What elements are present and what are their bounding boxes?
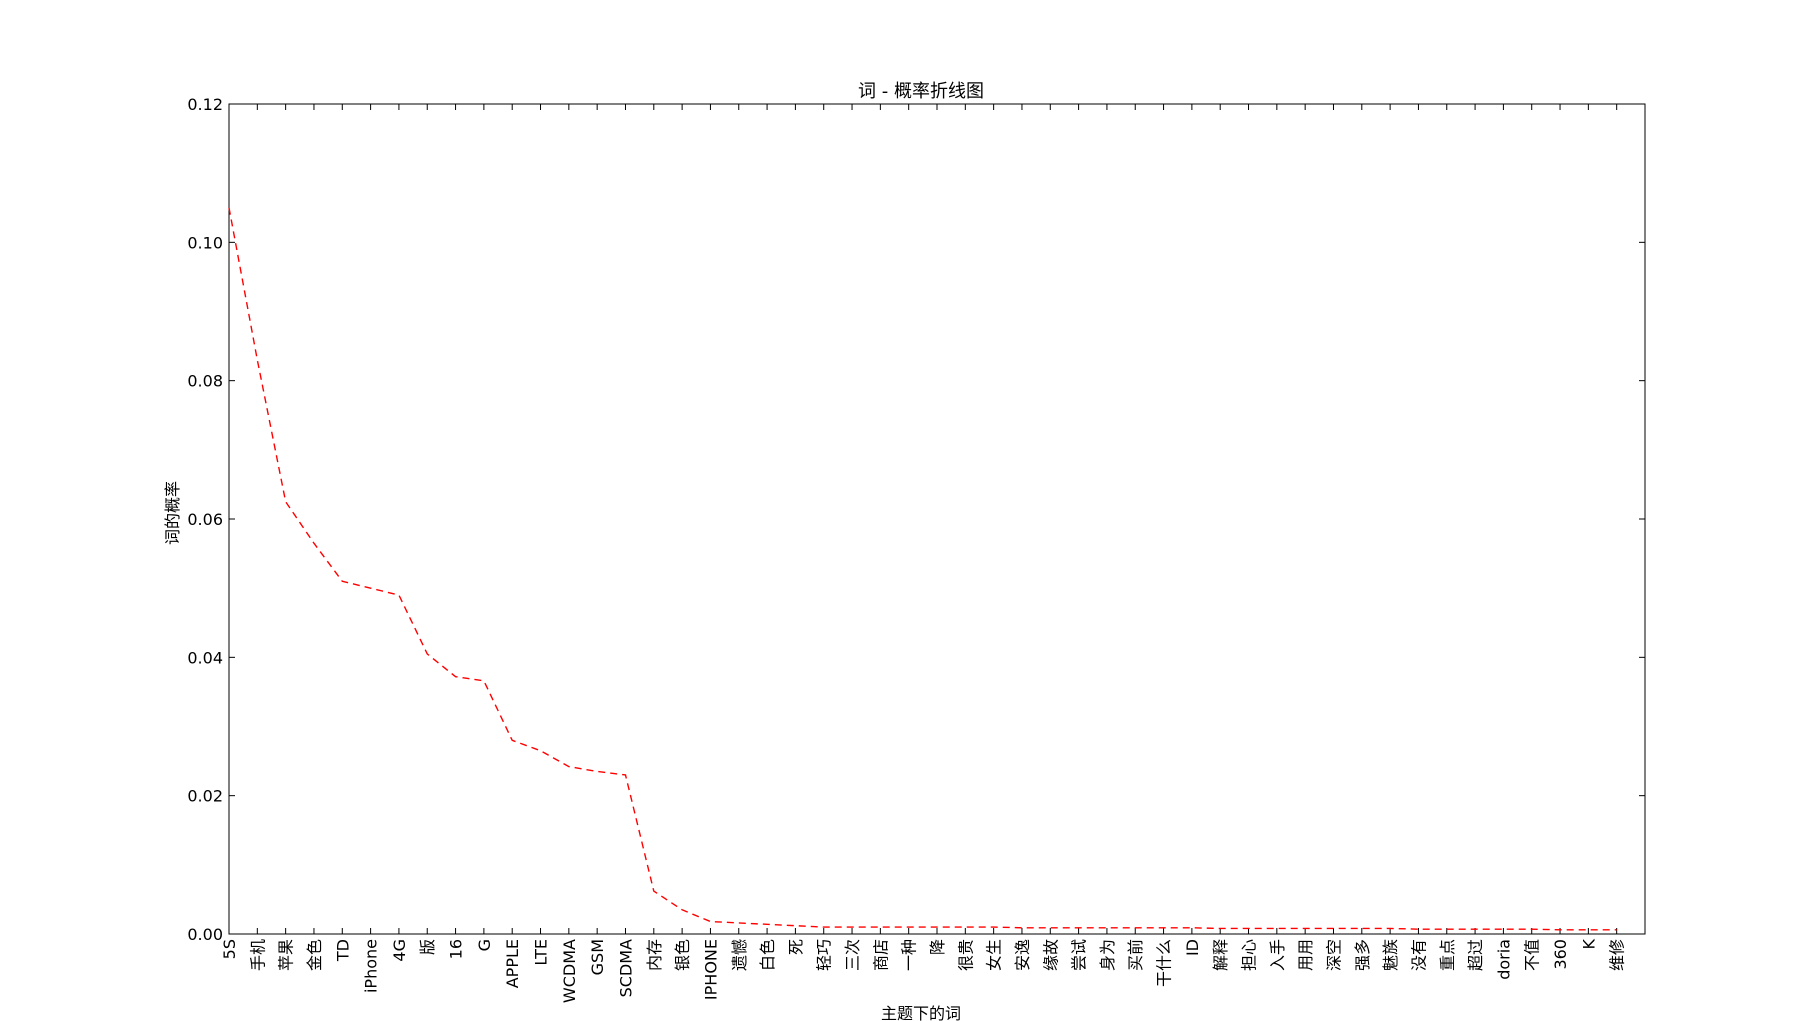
x-tick-label: 缘故: [1041, 939, 1060, 971]
y-tick-label: 0.02: [187, 787, 223, 806]
x-tick-label: 超过: [1466, 939, 1485, 971]
x-tick-label: 金色: [305, 939, 324, 971]
x-tick-label: 16: [447, 939, 466, 959]
x-tick-label: 内存: [645, 939, 664, 971]
x-tick-label: 重点: [1438, 939, 1457, 971]
y-tick-label: 0.04: [187, 648, 223, 667]
x-tick-label: 维修: [1608, 939, 1627, 971]
y-tick-label: 0.06: [187, 510, 223, 529]
x-tick-label: 解释: [1211, 939, 1230, 971]
plot-area: 0.00 0.02 0.04 0.06 0.08 0.10 0.12 5S 手机 苹果 金色 TD iP…: [187, 95, 1646, 1003]
x-tick-label: doria: [1494, 939, 1513, 980]
x-tick-label: 强多: [1353, 939, 1372, 971]
x-tick-label: 商店: [871, 939, 890, 971]
x-tick-label: 不值: [1523, 939, 1542, 971]
x-tick-label: 轻巧: [815, 939, 834, 971]
x-tick-label: 入手: [1268, 939, 1287, 971]
x-tick-label: SCDMA: [616, 939, 635, 997]
y-axis-title: 词的概率: [163, 481, 182, 545]
x-tick-label: 买前: [1126, 939, 1145, 971]
y-tick-label: 0.00: [187, 925, 223, 944]
x-tick-label: 手机: [248, 939, 267, 971]
chart-title: 词 - 概率折线图: [858, 81, 984, 102]
x-tick-label: APPLE: [503, 939, 522, 988]
x-tick-label: TD: [333, 939, 352, 962]
y-tick-label: 0.12: [187, 95, 223, 114]
x-tick-label: 安逸: [1013, 939, 1032, 971]
y-tick-label: 0.10: [187, 233, 223, 252]
x-tick-label: 魅族: [1381, 939, 1400, 971]
x-tick-label: K: [1579, 939, 1598, 950]
x-tick-label: 一种: [900, 939, 919, 971]
x-tick-label: 白色: [758, 939, 777, 971]
x-tick-label: 担心: [1240, 939, 1259, 971]
x-tick-label: 4G: [390, 939, 409, 962]
x-tick-label: 三次: [843, 939, 862, 971]
x-tick-label: IPHONE: [701, 939, 720, 1000]
x-tick-label: 没有: [1409, 939, 1428, 971]
x-tick-label: 用用: [1296, 939, 1315, 971]
x-tick-label: 女生: [985, 939, 1004, 971]
x-tick-label: 银色: [673, 939, 692, 971]
x-tick-label: 深空: [1324, 939, 1343, 971]
x-tick-label: 360: [1551, 939, 1570, 970]
series-line: [228, 207, 1617, 931]
x-tick-label: 死: [786, 939, 805, 955]
x-tick-label: 苹果: [277, 939, 296, 971]
x-tick-label: iPhone: [362, 939, 381, 993]
x-axis-title: 主题下的词: [881, 1004, 961, 1021]
x-tick-label: GSM: [588, 939, 607, 975]
x-tick-label: 身为: [1098, 939, 1117, 971]
x-tick-label: 5S: [220, 939, 239, 959]
x-tick-label: LTE: [532, 939, 551, 966]
x-tick-label: G: [475, 939, 494, 951]
x-tick-label: 降: [928, 939, 947, 955]
x-tick-label: 很贵: [956, 939, 975, 971]
x-tick-label: 版: [418, 939, 437, 955]
x-tick-label: 遗憾: [730, 939, 749, 971]
x-tick-label: 干什么: [1155, 939, 1174, 987]
x-tick-label: 尝试: [1070, 939, 1089, 971]
x-tick-label: WCDMA: [560, 939, 579, 1003]
x-tick-label: ID: [1183, 939, 1202, 956]
y-tick-label: 0.08: [187, 372, 223, 391]
